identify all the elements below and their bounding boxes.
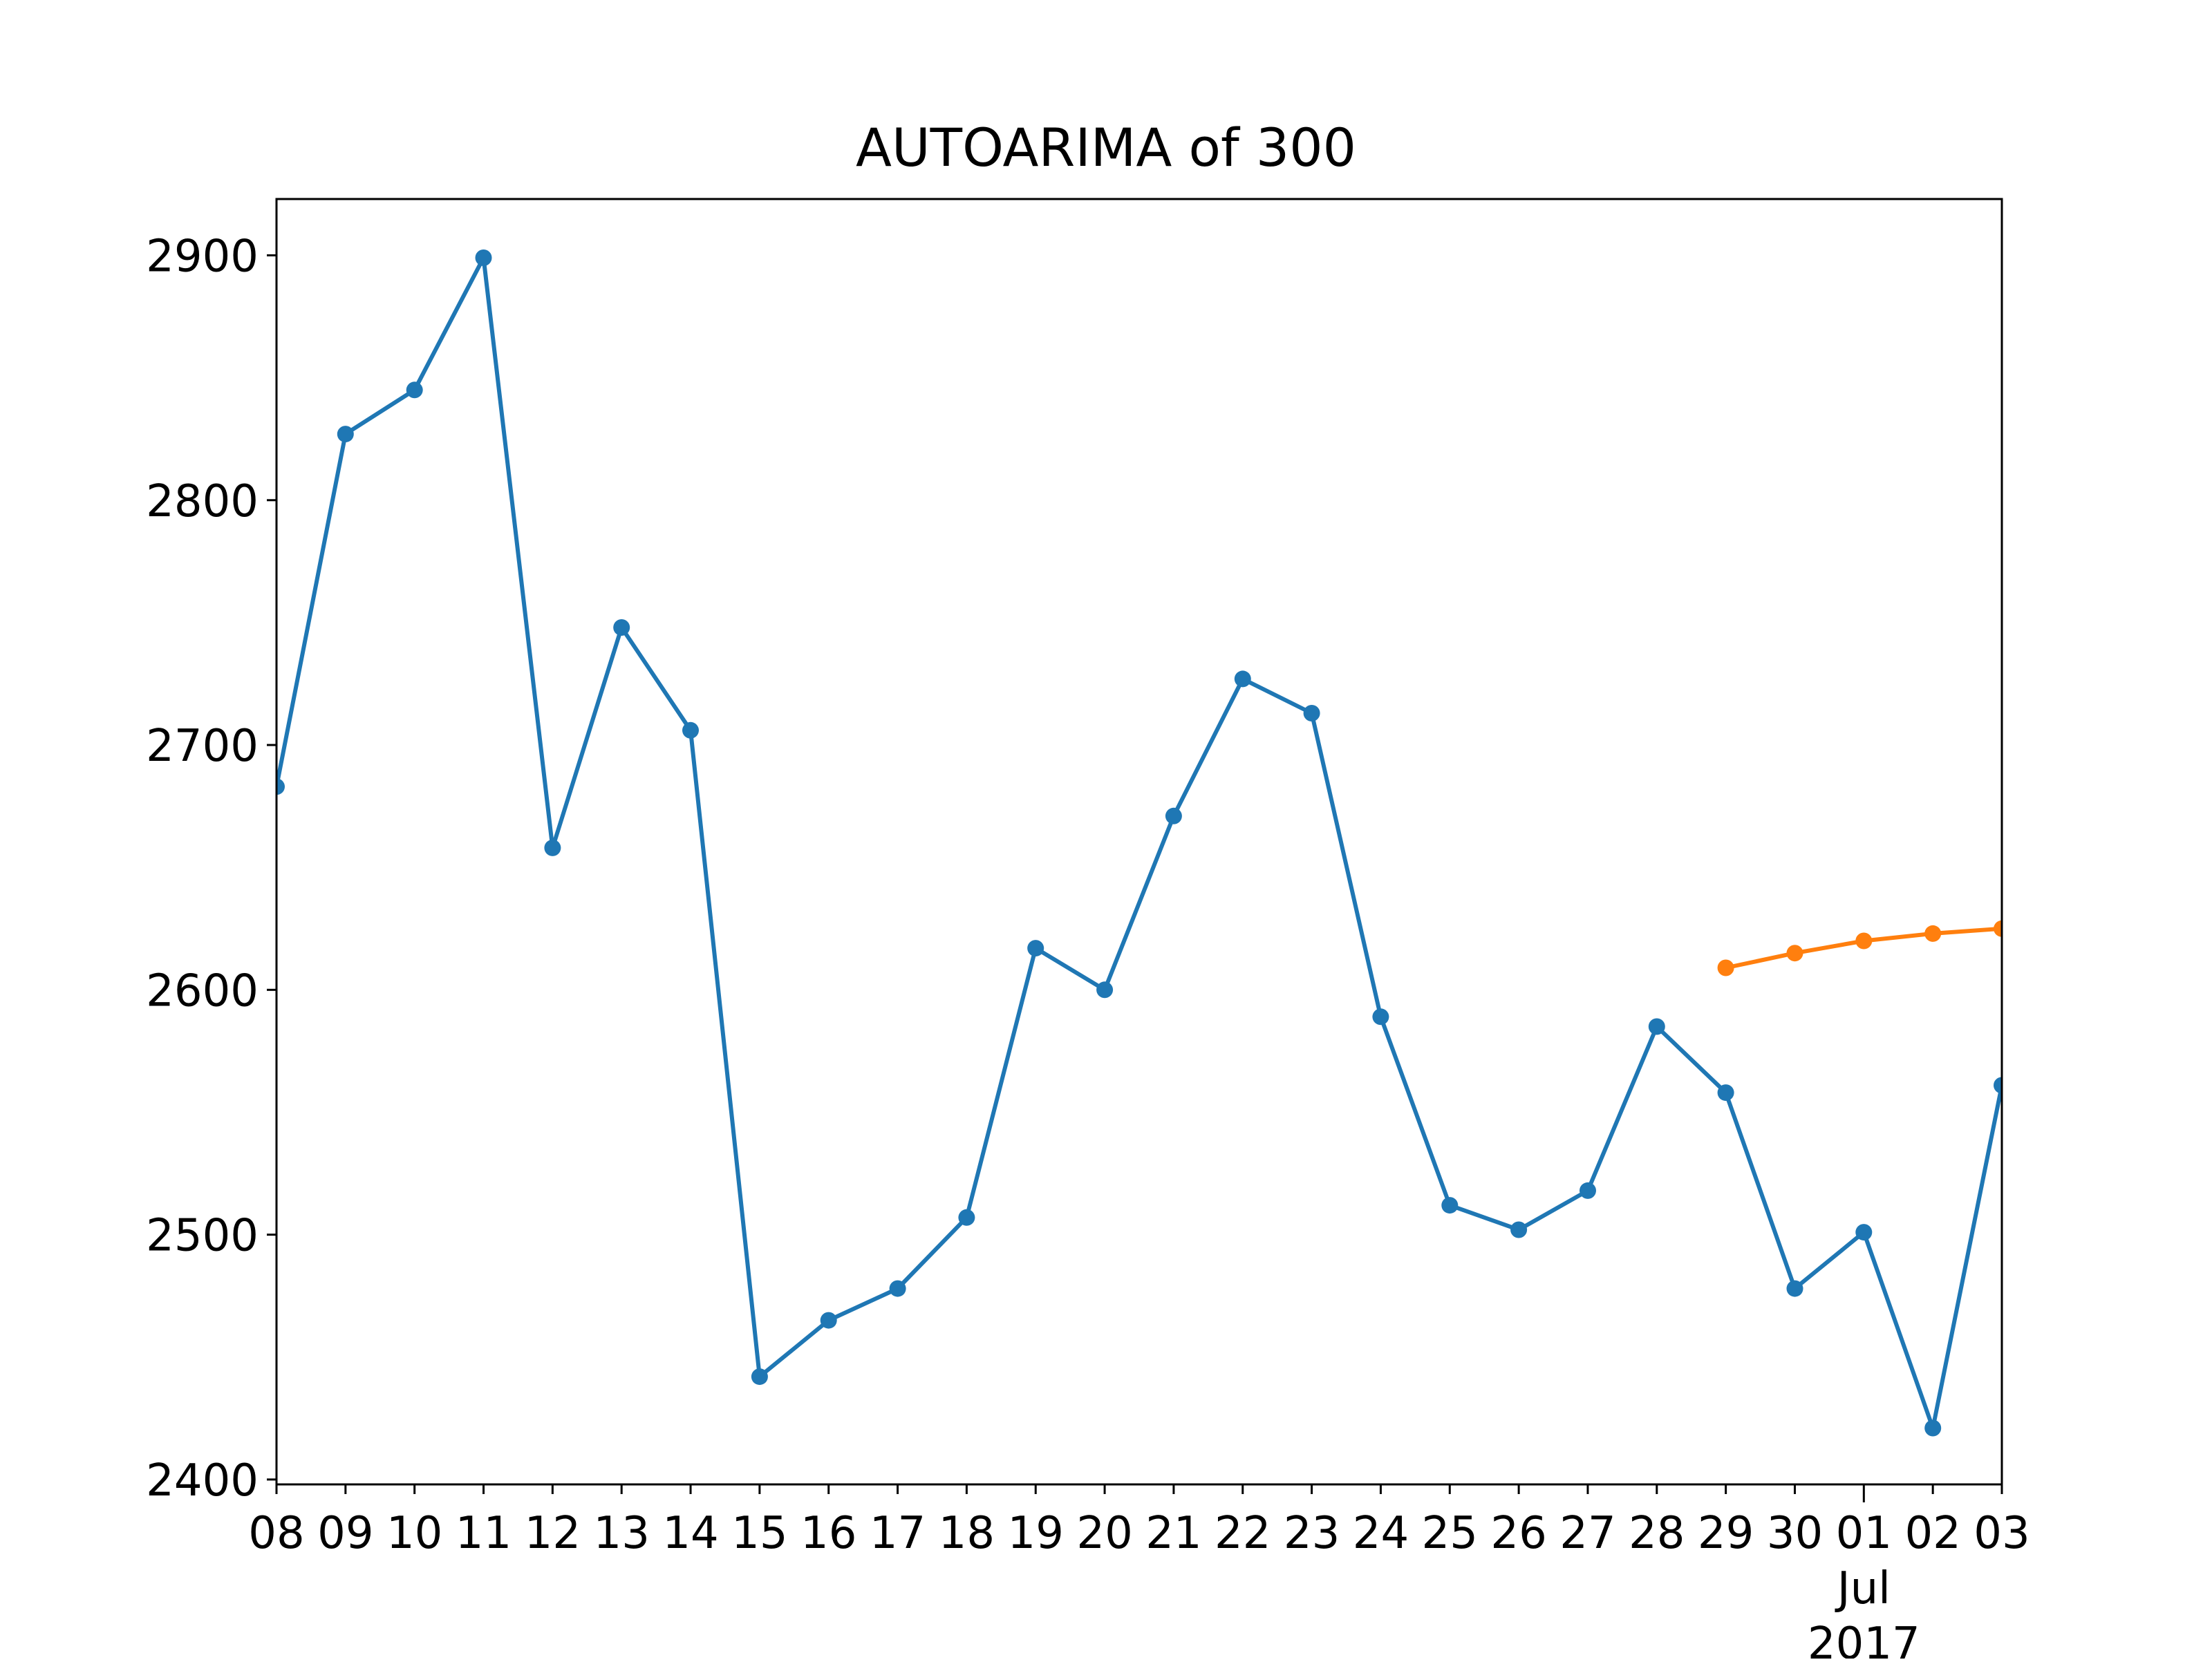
- x-tick-label: 08: [248, 1508, 304, 1559]
- x-tick-sublabel: Jul: [1835, 1563, 1891, 1614]
- x-tick-label: 26: [1490, 1508, 1546, 1559]
- series-2-point: [1855, 932, 1873, 950]
- series-1-point: [1855, 1224, 1873, 1241]
- series-2-point: [1924, 925, 1942, 942]
- series-1-point: [1027, 940, 1044, 957]
- series-1-point: [406, 381, 423, 399]
- x-tick-label: 24: [1353, 1508, 1409, 1559]
- series-1-point: [1441, 1197, 1459, 1214]
- series-1-point: [1924, 1419, 1942, 1437]
- x-tick-label: 14: [662, 1508, 718, 1559]
- y-tick-label: 2600: [146, 965, 259, 1017]
- x-tick-label: 11: [456, 1508, 512, 1559]
- x-tick-label: 18: [939, 1508, 995, 1559]
- series-layer: [276, 249, 2002, 1437]
- series-2-point: [1994, 920, 2002, 937]
- x-tick-label: 15: [731, 1508, 787, 1559]
- x-tick-label: 16: [800, 1508, 856, 1559]
- series-1-point: [1096, 981, 1114, 999]
- series-1-point: [1648, 1018, 1665, 1035]
- series-1-point: [1165, 807, 1182, 824]
- series-1: [276, 249, 2002, 1437]
- plot-frame: [275, 198, 2003, 1486]
- series-2: [1717, 920, 2002, 976]
- x-tick-label: 10: [386, 1508, 442, 1559]
- x-tick-label: 28: [1629, 1508, 1685, 1559]
- series-1-point: [475, 249, 492, 266]
- series-1-point: [1717, 1084, 1734, 1102]
- x-tick-label: 30: [1767, 1508, 1823, 1559]
- x-tick-label: 22: [1215, 1508, 1271, 1559]
- series-1-point: [337, 426, 354, 443]
- y-tick-label: 2700: [146, 721, 259, 772]
- series-1-point: [1372, 1008, 1389, 1026]
- y-tick-label: 2800: [146, 476, 259, 527]
- y-tick-label: 2500: [146, 1211, 259, 1262]
- series-1-point: [682, 721, 699, 739]
- series-1-point: [1303, 705, 1320, 721]
- series-1-point: [1510, 1221, 1528, 1238]
- chart-title: AUTOARIMA of 300: [856, 117, 1356, 178]
- x-tick-label: 19: [1008, 1508, 1064, 1559]
- series-1-point: [1234, 670, 1251, 688]
- x-tick-label: 29: [1698, 1508, 1754, 1559]
- y-tick-label: 2900: [146, 231, 259, 282]
- x-tick-label: 01: [1836, 1508, 1892, 1559]
- x-tick-label: 17: [870, 1508, 926, 1559]
- x-axis: 08 09 10 11 12 13 14 15 16 17 18 19 20 21 22 23 24 25 26 27…: [248, 1484, 2030, 1662]
- series-1-point: [958, 1209, 975, 1226]
- series-2-point: [1786, 945, 1803, 962]
- x-tick-label: 12: [525, 1508, 581, 1559]
- x-tick-label: 21: [1145, 1508, 1201, 1559]
- series-1-point: [613, 619, 630, 636]
- x-tick-label: 13: [593, 1508, 649, 1559]
- y-tick-label: 2400: [146, 1455, 259, 1507]
- x-tick-label: 03: [1974, 1508, 2030, 1559]
- series-1-point: [276, 778, 285, 795]
- series-1-point: [1994, 1077, 2002, 1094]
- x-tick-label: 25: [1422, 1508, 1478, 1559]
- x-tick-sublabel: 2017: [1808, 1618, 1920, 1659]
- x-tick-label: 23: [1284, 1508, 1340, 1559]
- series-1-point: [889, 1280, 906, 1297]
- series-2-point: [1717, 959, 1734, 976]
- series-1-point: [544, 839, 561, 856]
- x-tick-label: 20: [1076, 1508, 1132, 1559]
- series-1-point: [820, 1312, 837, 1329]
- series-1-point: [751, 1368, 768, 1386]
- x-tick-label: 02: [1904, 1508, 1960, 1559]
- y-axis: 2400 2500 2600 2700 2800 2900: [146, 231, 276, 1507]
- series-1-line: [276, 256, 2002, 1430]
- series-1-point: [1580, 1182, 1596, 1199]
- x-tick-label: 09: [317, 1508, 373, 1559]
- series-1-point: [1786, 1280, 1803, 1297]
- x-tick-label: 27: [1559, 1508, 1615, 1559]
